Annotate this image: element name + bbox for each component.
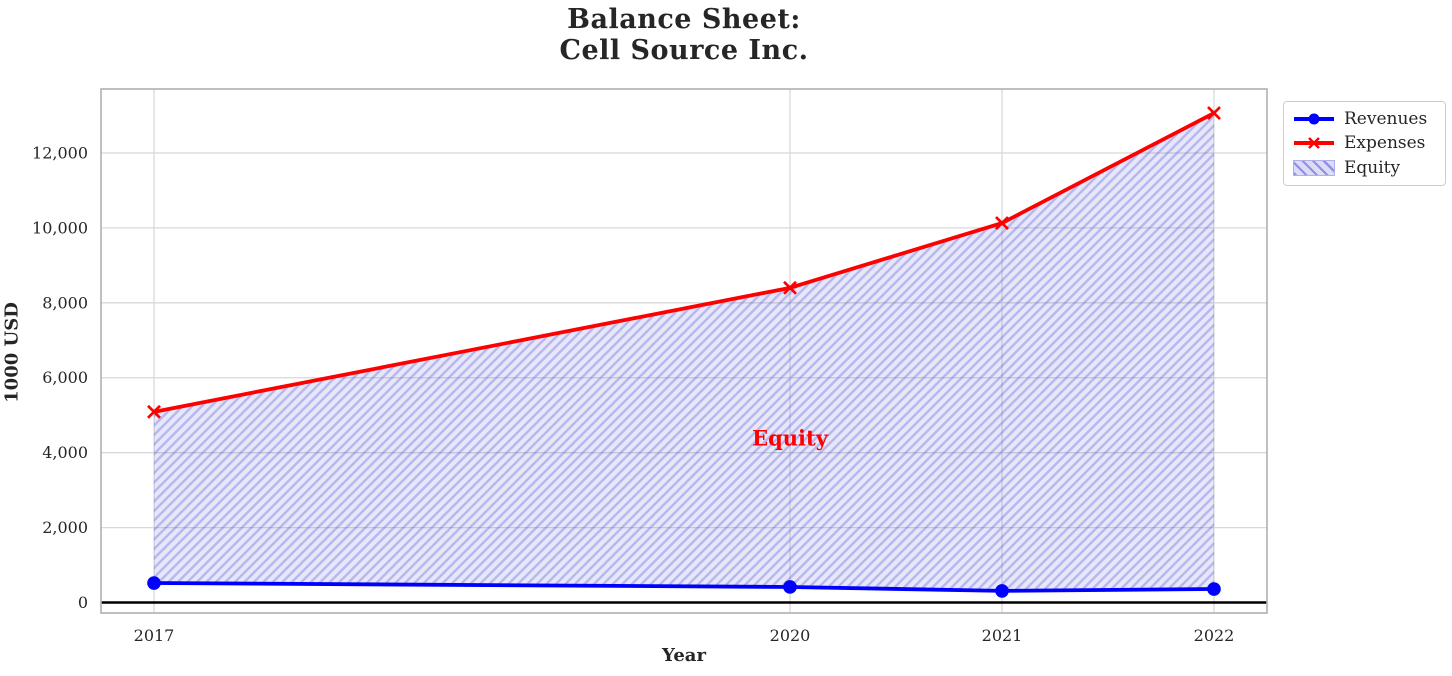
y-tick-label: 0 bbox=[78, 593, 88, 612]
revenues-point-marker bbox=[995, 584, 1009, 598]
y-tick-label: 10,000 bbox=[32, 218, 88, 237]
revenues-point-marker bbox=[147, 576, 161, 590]
y-tick-label: 12,000 bbox=[32, 143, 88, 162]
y-tick-label: 8,000 bbox=[42, 293, 88, 312]
equity-hatch-swatch-icon bbox=[1293, 159, 1335, 176]
chart-title: Balance Sheet: Cell Source Inc. bbox=[101, 4, 1267, 66]
expenses-point-marker bbox=[783, 280, 797, 295]
legend-label-expenses: Expenses bbox=[1344, 133, 1426, 154]
equity-area bbox=[154, 113, 1214, 591]
x-tick-label: 2022 bbox=[1194, 626, 1235, 645]
expenses-point-marker bbox=[995, 216, 1009, 230]
chart-title-line1: Balance Sheet: bbox=[567, 4, 801, 35]
chart-title-line2: Cell Source Inc. bbox=[559, 35, 809, 66]
revenues-line-swatch-icon bbox=[1294, 113, 1334, 125]
plot-border bbox=[100, 88, 1268, 614]
x-tick-label: 2020 bbox=[770, 626, 811, 645]
y-tick-labels: 0 2,000 4,000 6,000 8,000 10,000 12,000 bbox=[32, 143, 88, 612]
y-tick-label: 2,000 bbox=[42, 518, 88, 537]
legend-item-equity: Equity bbox=[1293, 156, 1436, 180]
equity-hatch bbox=[154, 113, 1214, 591]
legend-label-equity: Equity bbox=[1344, 157, 1401, 178]
revenues-point-marker bbox=[1207, 582, 1221, 596]
expenses-point-marker bbox=[147, 404, 161, 419]
equity-area-annotation: Equity bbox=[752, 425, 828, 451]
expenses-line-swatch-icon bbox=[1294, 137, 1334, 150]
x-tick-label: 2017 bbox=[134, 626, 175, 645]
legend-item-revenues: Revenues bbox=[1293, 107, 1436, 131]
x-tick-labels: 2017 2020 2021 2022 bbox=[134, 626, 1235, 645]
legend-label-revenues: Revenues bbox=[1344, 109, 1428, 130]
y-tick-label: 6,000 bbox=[42, 368, 88, 387]
y-tick-label: 4,000 bbox=[42, 443, 88, 462]
legend: Revenues Expenses Equity bbox=[1283, 101, 1446, 186]
legend-item-expenses: Expenses bbox=[1293, 131, 1436, 155]
expenses-point-marker bbox=[1207, 106, 1221, 121]
revenues-line bbox=[153, 581, 1215, 593]
y-axis-label: 1000 USD bbox=[1, 302, 23, 403]
revenues-point-marker bbox=[783, 580, 797, 594]
x-tick-label: 2021 bbox=[982, 626, 1023, 645]
data-series bbox=[147, 106, 1221, 598]
expenses-line bbox=[153, 111, 1215, 414]
x-axis-label: Year bbox=[662, 645, 706, 666]
